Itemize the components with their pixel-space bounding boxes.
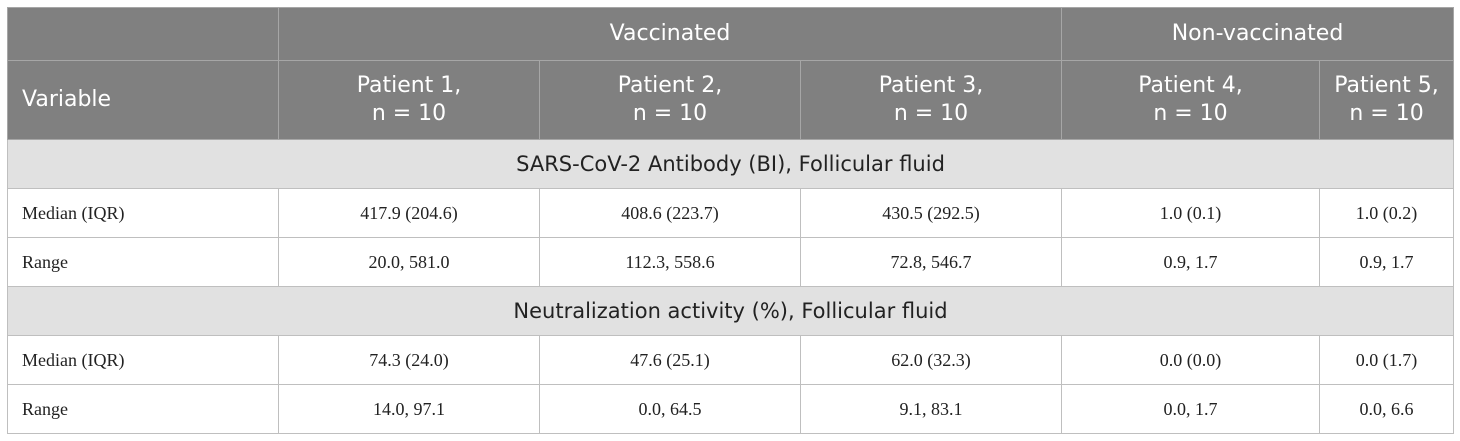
table-cell: 0.0, 6.6 xyxy=(1318,384,1455,434)
patient-n: n = 10 xyxy=(893,101,969,126)
table-cell: 430.5 (292.5) xyxy=(800,188,1062,238)
table-cell: 408.6 (223.7) xyxy=(539,188,801,238)
table-cell: 0.0, 64.5 xyxy=(539,384,801,434)
table-row: Median (IQR) 417.9 (204.6) 408.6 (223.7)… xyxy=(7,188,1455,238)
table-cell: 1.0 (0.1) xyxy=(1061,188,1320,238)
header-corner-cell xyxy=(7,7,279,61)
table-cell: 0.0 (0.0) xyxy=(1061,335,1320,385)
table-cell: 0.0, 1.7 xyxy=(1061,384,1320,434)
row-label: Median (IQR) xyxy=(7,335,279,385)
patient-n: n = 10 xyxy=(1153,101,1228,126)
patient-5-header: Patient 5, n = 10 xyxy=(1318,60,1455,140)
table-cell: 1.0 (0.2) xyxy=(1318,188,1455,238)
table-cell: 9.1, 83.1 xyxy=(800,384,1062,434)
group-header-vaccinated: Vaccinated xyxy=(278,7,1062,61)
row-label: Range xyxy=(7,237,279,287)
row-label: Median (IQR) xyxy=(7,188,279,238)
table-cell: 0.9, 1.7 xyxy=(1318,237,1455,287)
table-cell: 72.8, 546.7 xyxy=(800,237,1062,287)
patient-name: Patient 3, xyxy=(878,73,984,98)
table-cell: 47.6 (25.1) xyxy=(539,335,801,385)
group-header-nonvaccinated: Non-vaccinated xyxy=(1060,7,1455,61)
variable-column-header: Variable xyxy=(7,60,279,140)
patient-4-header: Patient 4, n = 10 xyxy=(1061,60,1320,140)
table-cell: 417.9 (204.6) xyxy=(278,188,540,238)
patient-name: Patient 2, xyxy=(617,73,723,98)
row-label: Range xyxy=(7,384,279,434)
table-cell: 74.3 (24.0) xyxy=(278,335,540,385)
table-cell: 62.0 (32.3) xyxy=(800,335,1062,385)
table-cell: 0.9, 1.7 xyxy=(1061,237,1320,287)
header-group-row: Vaccinated Non-vaccinated xyxy=(7,7,1455,61)
results-table: Vaccinated Non-vaccinated Variable Patie… xyxy=(6,7,1455,434)
table-cell: 20.0, 581.0 xyxy=(278,237,540,287)
table-cell: 112.3, 558.6 xyxy=(539,237,801,287)
table-cell: 0.0 (1.7) xyxy=(1318,335,1455,385)
patient-1-header: Patient 1, n = 10 xyxy=(278,60,540,140)
patient-name: Patient 4, xyxy=(1138,73,1243,98)
table-row: Range 14.0, 97.1 0.0, 64.5 9.1, 83.1 0.0… xyxy=(7,384,1455,434)
patient-name: Patient 1, xyxy=(356,73,462,98)
patient-2-header: Patient 2, n = 10 xyxy=(539,60,801,140)
section-header-row: SARS-CoV-2 Antibody (BI), Follicular flu… xyxy=(6,139,1455,189)
section-title: Neutralization activity (%), Follicular … xyxy=(6,286,1455,336)
section-title: SARS-CoV-2 Antibody (BI), Follicular flu… xyxy=(6,139,1455,189)
patient-n: n = 10 xyxy=(371,101,447,126)
patient-3-header: Patient 3, n = 10 xyxy=(800,60,1062,140)
patient-name: Patient 5, xyxy=(1334,73,1439,98)
table-cell: 14.0, 97.1 xyxy=(278,384,540,434)
patient-n: n = 10 xyxy=(632,101,708,126)
section-header-row: Neutralization activity (%), Follicular … xyxy=(6,286,1455,336)
header-patient-row: Variable Patient 1, n = 10 Patient 2, n … xyxy=(7,60,1455,140)
table-row: Range 20.0, 581.0 112.3, 558.6 72.8, 546… xyxy=(7,237,1455,287)
table-row: Median (IQR) 74.3 (24.0) 47.6 (25.1) 62.… xyxy=(7,335,1455,385)
patient-n: n = 10 xyxy=(1349,101,1424,126)
